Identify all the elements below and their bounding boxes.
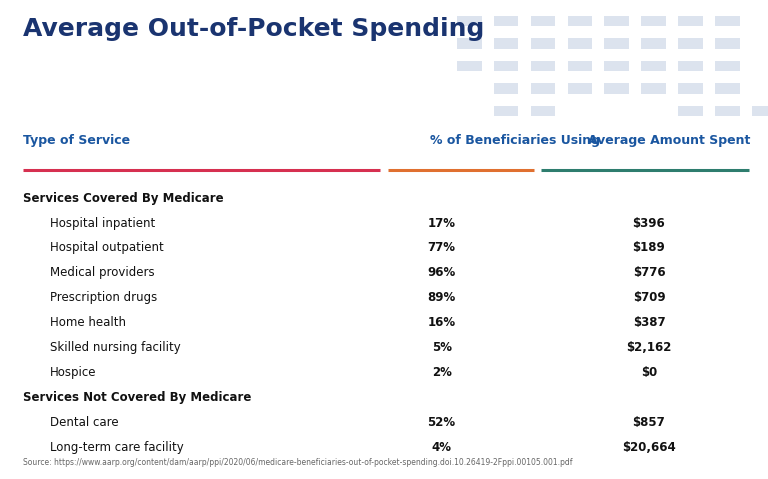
FancyBboxPatch shape [568, 83, 592, 94]
FancyBboxPatch shape [641, 83, 666, 94]
Text: 52%: 52% [428, 416, 455, 429]
FancyBboxPatch shape [715, 83, 740, 94]
FancyBboxPatch shape [494, 83, 518, 94]
Text: Hospital outpatient: Hospital outpatient [50, 241, 164, 254]
Text: Average Out-of-Pocket Spending: Average Out-of-Pocket Spending [23, 17, 485, 41]
FancyBboxPatch shape [678, 106, 703, 116]
FancyBboxPatch shape [678, 83, 703, 94]
FancyBboxPatch shape [604, 83, 629, 94]
FancyBboxPatch shape [641, 61, 666, 71]
FancyBboxPatch shape [715, 61, 740, 71]
Text: Home health: Home health [50, 316, 126, 329]
FancyBboxPatch shape [494, 16, 518, 26]
FancyBboxPatch shape [531, 38, 555, 49]
FancyBboxPatch shape [641, 38, 666, 49]
Text: $857: $857 [633, 416, 665, 429]
Text: Services Covered By Medicare: Services Covered By Medicare [23, 192, 223, 205]
FancyBboxPatch shape [457, 16, 482, 26]
FancyBboxPatch shape [531, 16, 555, 26]
Text: $189: $189 [633, 241, 665, 254]
Text: $776: $776 [633, 266, 665, 279]
FancyBboxPatch shape [494, 38, 518, 49]
Text: Average Amount Spent: Average Amount Spent [588, 134, 750, 147]
FancyBboxPatch shape [715, 106, 740, 116]
FancyBboxPatch shape [678, 16, 703, 26]
Text: Hospice: Hospice [50, 366, 97, 379]
Text: $709: $709 [633, 291, 665, 304]
FancyBboxPatch shape [457, 38, 482, 49]
FancyBboxPatch shape [494, 61, 518, 71]
Text: Medical providers: Medical providers [50, 266, 154, 279]
FancyBboxPatch shape [604, 16, 629, 26]
Text: Dental care: Dental care [50, 416, 118, 429]
Text: $387: $387 [633, 316, 665, 329]
FancyBboxPatch shape [531, 83, 555, 94]
Text: $20,664: $20,664 [622, 441, 676, 454]
Text: 17%: 17% [428, 217, 455, 229]
Text: $396: $396 [633, 217, 665, 229]
Text: 2%: 2% [432, 366, 452, 379]
FancyBboxPatch shape [641, 16, 666, 26]
Text: 4%: 4% [432, 441, 452, 454]
FancyBboxPatch shape [604, 61, 629, 71]
Text: 77%: 77% [428, 241, 455, 254]
Text: 89%: 89% [428, 291, 455, 304]
Text: Type of Service: Type of Service [23, 134, 130, 147]
FancyBboxPatch shape [531, 61, 555, 71]
Text: 5%: 5% [432, 341, 452, 354]
FancyBboxPatch shape [715, 38, 740, 49]
FancyBboxPatch shape [494, 106, 518, 116]
Text: Source: https://www.aarp.org/content/dam/aarp/ppi/2020/06/medicare-beneficiaries: Source: https://www.aarp.org/content/dam… [23, 458, 572, 467]
FancyBboxPatch shape [678, 38, 703, 49]
Text: $0: $0 [641, 366, 657, 379]
FancyBboxPatch shape [715, 16, 740, 26]
FancyBboxPatch shape [568, 61, 592, 71]
Text: % of Beneficiaries Using: % of Beneficiaries Using [430, 134, 600, 147]
FancyBboxPatch shape [604, 38, 629, 49]
Text: Long-term care facility: Long-term care facility [50, 441, 184, 454]
Text: Hospital inpatient: Hospital inpatient [50, 217, 155, 229]
FancyBboxPatch shape [752, 106, 768, 116]
FancyBboxPatch shape [678, 61, 703, 71]
Text: Skilled nursing facility: Skilled nursing facility [50, 341, 180, 354]
Text: Prescription drugs: Prescription drugs [50, 291, 157, 304]
FancyBboxPatch shape [568, 16, 592, 26]
Text: 96%: 96% [428, 266, 455, 279]
Text: 16%: 16% [428, 316, 455, 329]
FancyBboxPatch shape [568, 38, 592, 49]
FancyBboxPatch shape [531, 106, 555, 116]
FancyBboxPatch shape [457, 61, 482, 71]
Text: Services Not Covered By Medicare: Services Not Covered By Medicare [23, 391, 251, 404]
Text: $2,162: $2,162 [626, 341, 672, 354]
